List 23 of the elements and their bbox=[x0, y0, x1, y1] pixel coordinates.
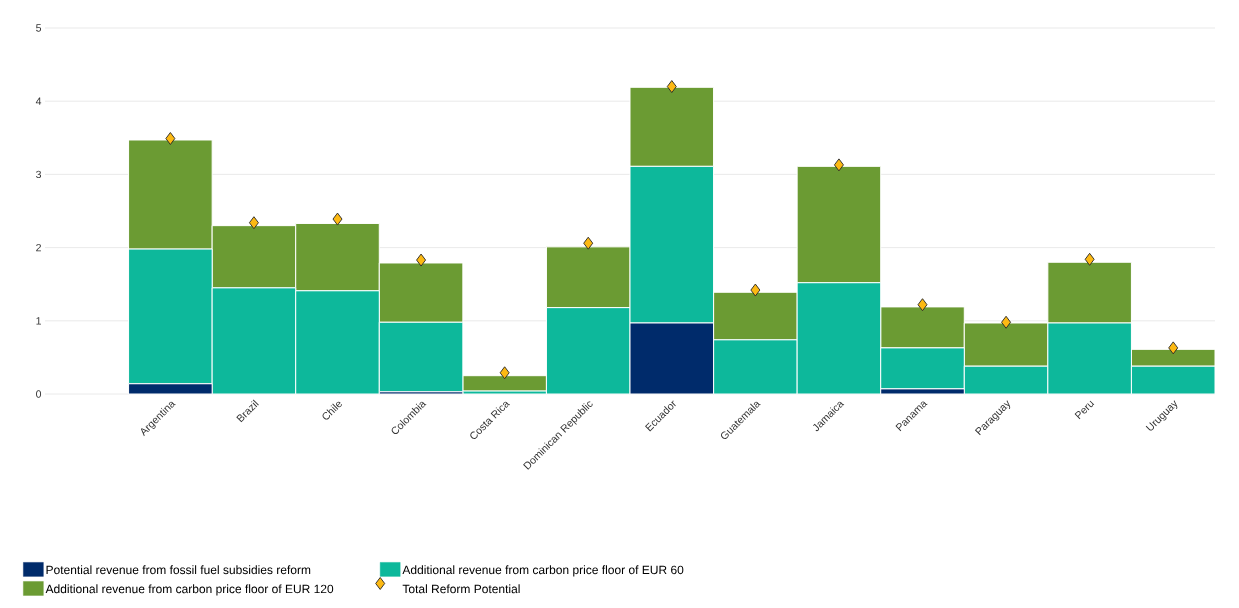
legend-label: Total Reform Potential bbox=[402, 584, 520, 594]
point bbox=[1168, 341, 1179, 355]
point bbox=[248, 216, 259, 230]
point bbox=[165, 132, 176, 145]
point bbox=[583, 236, 594, 250]
point bbox=[1001, 315, 1012, 329]
legend-label: Additional revenue from carbon price floor of EUR 120 bbox=[45, 584, 334, 596]
y-tick-label: 2 bbox=[36, 243, 41, 252]
point bbox=[499, 366, 510, 380]
point bbox=[917, 298, 928, 312]
legend-label: Additional revenue from carbon price floor of EUR 60 bbox=[402, 565, 684, 577]
y-tick-label: 4 bbox=[35, 97, 42, 105]
y-tick-label: 3 bbox=[36, 170, 42, 179]
point bbox=[1084, 252, 1095, 266]
legend-label: Potential revenue from fossil fuel subsidies reform bbox=[46, 565, 311, 575]
point bbox=[666, 80, 677, 93]
point bbox=[416, 253, 427, 267]
y-tick-label: 5 bbox=[36, 24, 42, 32]
point bbox=[833, 158, 844, 172]
point bbox=[750, 283, 761, 297]
point bbox=[332, 212, 343, 226]
y-tick-label: 0 bbox=[36, 390, 42, 398]
y-tick-label: 1 bbox=[36, 317, 41, 325]
